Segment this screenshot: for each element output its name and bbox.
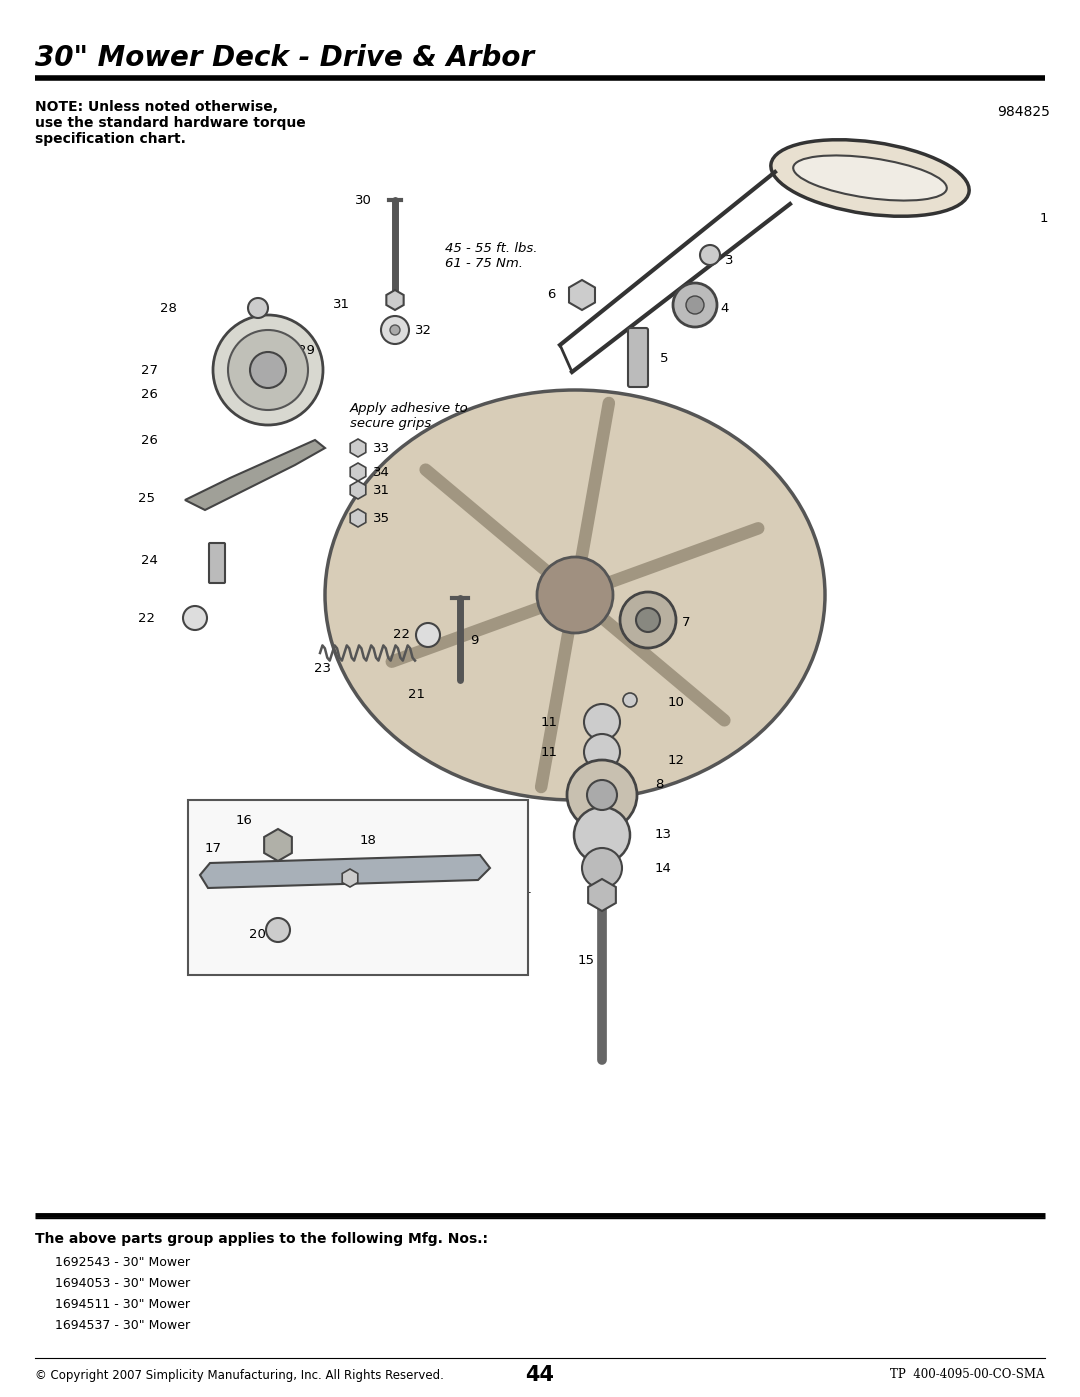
Text: TP  400-4095-00-CO-SMA: TP 400-4095-00-CO-SMA [891, 1369, 1045, 1382]
Text: 1: 1 [1040, 211, 1049, 225]
Text: 13: 13 [654, 828, 672, 841]
Text: 45 - 55 ft. lbs.
61 - 75 Nm.: 45 - 55 ft. lbs. 61 - 75 Nm. [445, 242, 538, 270]
Circle shape [249, 352, 286, 388]
Circle shape [620, 592, 676, 648]
Circle shape [636, 608, 660, 631]
Text: 30: 30 [355, 194, 372, 207]
Text: 26: 26 [141, 388, 158, 401]
Circle shape [537, 557, 613, 633]
FancyBboxPatch shape [210, 543, 225, 583]
Text: 27: 27 [141, 363, 158, 377]
Text: 31: 31 [333, 299, 350, 312]
Text: 11: 11 [541, 746, 558, 759]
Text: 30" Mower Deck - Drive & Arbor: 30" Mower Deck - Drive & Arbor [35, 43, 535, 73]
Text: 3: 3 [725, 253, 733, 267]
Text: 9: 9 [470, 633, 478, 647]
Ellipse shape [793, 155, 947, 201]
Text: 26: 26 [141, 433, 158, 447]
Circle shape [228, 330, 308, 409]
Text: 29: 29 [298, 344, 315, 356]
Text: NOTE: Unless noted otherwise,: NOTE: Unless noted otherwise, [35, 101, 278, 115]
Text: 984825: 984825 [997, 105, 1050, 119]
Text: The above parts group applies to the following Mfg. Nos.:: The above parts group applies to the fol… [35, 1232, 488, 1246]
Circle shape [183, 606, 207, 630]
Text: 24: 24 [141, 553, 158, 567]
Text: 1692543 - 30" Mower: 1692543 - 30" Mower [55, 1256, 190, 1268]
Text: Apply adhesive to
secure grips: Apply adhesive to secure grips [350, 402, 469, 430]
Text: 1694053 - 30" Mower: 1694053 - 30" Mower [55, 1277, 190, 1289]
Text: 1694537 - 30" Mower: 1694537 - 30" Mower [55, 1319, 190, 1331]
Circle shape [416, 623, 440, 647]
Text: © Copyright 2007 Simplicity Manufacturing, Inc. All Rights Reserved.: © Copyright 2007 Simplicity Manufacturin… [35, 1369, 444, 1382]
Polygon shape [185, 440, 325, 510]
Text: 45 - 55 ft. lbs.
61 - 75 Nm.: 45 - 55 ft. lbs. 61 - 75 Nm. [440, 883, 532, 911]
FancyBboxPatch shape [627, 328, 648, 387]
Circle shape [623, 693, 637, 707]
Circle shape [381, 316, 409, 344]
Text: 11: 11 [541, 715, 558, 728]
Text: 19: 19 [362, 872, 379, 884]
Ellipse shape [325, 390, 825, 800]
Text: 12: 12 [669, 753, 685, 767]
FancyBboxPatch shape [188, 799, 528, 975]
Polygon shape [200, 855, 490, 888]
Circle shape [390, 326, 400, 335]
Text: 21: 21 [408, 689, 426, 701]
Text: 4: 4 [720, 302, 728, 314]
Text: 25: 25 [138, 492, 156, 504]
Text: 28: 28 [160, 302, 177, 314]
Circle shape [588, 780, 617, 810]
Text: 5: 5 [660, 352, 669, 365]
Text: 22: 22 [138, 612, 156, 624]
Text: 33: 33 [373, 441, 390, 454]
Circle shape [266, 918, 291, 942]
Text: 16: 16 [235, 813, 252, 827]
Circle shape [584, 733, 620, 770]
Text: 2: 2 [838, 161, 847, 173]
Circle shape [567, 760, 637, 830]
Text: 14: 14 [654, 862, 672, 875]
Text: 8: 8 [654, 778, 663, 792]
Circle shape [700, 244, 720, 265]
Text: 22: 22 [393, 629, 410, 641]
Text: 10: 10 [669, 696, 685, 708]
Text: 32: 32 [415, 324, 432, 337]
Ellipse shape [771, 140, 969, 217]
Circle shape [213, 314, 323, 425]
Text: 23: 23 [314, 662, 330, 675]
Circle shape [582, 848, 622, 888]
Text: 15: 15 [578, 954, 595, 967]
Text: 34: 34 [373, 465, 390, 479]
Text: 7: 7 [681, 616, 690, 629]
Text: 20: 20 [249, 928, 266, 940]
Text: 35: 35 [373, 511, 390, 524]
Text: 6: 6 [546, 289, 555, 302]
Text: use the standard hardware torque: use the standard hardware torque [35, 116, 306, 130]
Circle shape [584, 704, 620, 740]
Text: 1694511 - 30" Mower: 1694511 - 30" Mower [55, 1298, 190, 1310]
Text: 17: 17 [205, 841, 222, 855]
Circle shape [673, 284, 717, 327]
Text: 18: 18 [360, 834, 377, 847]
Circle shape [686, 296, 704, 314]
Text: specification chart.: specification chart. [35, 131, 186, 147]
Text: 31: 31 [373, 483, 390, 496]
Text: 44: 44 [526, 1365, 554, 1384]
Circle shape [573, 807, 630, 863]
Circle shape [248, 298, 268, 319]
